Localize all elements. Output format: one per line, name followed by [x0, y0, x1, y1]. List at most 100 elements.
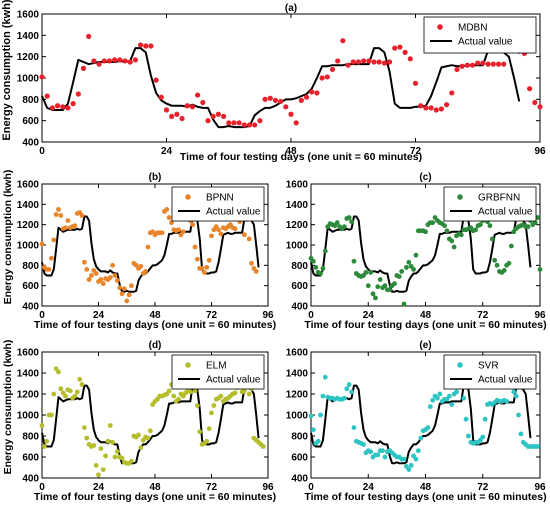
data-point-elm: [138, 445, 144, 450]
data-point-svr: [344, 386, 350, 392]
data-point-grbfnn: [411, 267, 416, 272]
data-point-mdbn: [54, 103, 61, 109]
data-point-mdbn: [527, 86, 533, 92]
data-point-mdbn: [319, 75, 325, 81]
data-point-mdbn: [532, 99, 538, 106]
data-point-mdbn: [220, 113, 227, 119]
data-point-bpnn: [53, 212, 59, 217]
data-point-mdbn: [340, 38, 346, 44]
data-point-elm: [242, 388, 247, 394]
data-point-bpnn: [84, 267, 90, 272]
data-point-bpnn: [246, 236, 252, 242]
data-point-mdbn: [366, 58, 372, 64]
data-point-mdbn: [495, 61, 502, 67]
data-point-mdbn: [288, 111, 294, 117]
data-point-mdbn: [65, 105, 71, 111]
data-point-svr: [310, 427, 316, 433]
y-tick-label: 800: [291, 261, 308, 272]
data-point-bpnn: [143, 269, 148, 274]
data-point-grbfnn: [487, 223, 493, 229]
data-point-svr: [401, 456, 407, 462]
data-point-mdbn: [485, 61, 491, 67]
data-point-bpnn: [124, 298, 130, 304]
chart-panel-b: (b) 400 600 800 1000 1200 1400 1600 0 24 48 72 96Tim…: [2, 170, 276, 331]
data-point-mdbn: [335, 58, 341, 64]
y-tick-label: 1200: [286, 390, 309, 401]
data-point-grbfnn: [396, 274, 402, 279]
data-point-elm: [107, 423, 113, 428]
data-point-bpnn: [107, 275, 113, 280]
data-point-grbfnn: [341, 224, 347, 230]
y-tick-label: 800: [22, 95, 39, 106]
data-point-mdbn: [195, 92, 201, 98]
data-point-bpnn: [202, 270, 207, 275]
data-point-grbfnn: [310, 258, 316, 264]
data-point-mdbn: [262, 96, 268, 102]
data-point-mdbn: [267, 95, 273, 101]
data-point-bpnn: [114, 278, 120, 283]
data-point-bpnn: [58, 213, 64, 218]
y-tick-label: 1600: [17, 10, 40, 21]
data-point-bpnn: [117, 285, 123, 291]
y-tick-label: 1000: [17, 241, 40, 252]
data-point-bpnn: [81, 259, 87, 265]
data-point-grbfnn: [346, 215, 352, 220]
data-point-bpnn: [199, 265, 205, 271]
chart-panel-e: (e) 400 600 800 1000 1200 1400 1600 0 24 48 72 96Tim…: [286, 340, 547, 503]
data-point-elm: [209, 410, 214, 416]
data-point-grbfnn: [473, 227, 478, 233]
legend-box: [171, 354, 265, 390]
y-tick-label: 400: [291, 474, 308, 485]
data-point-bpnn: [249, 260, 254, 266]
data-point-mdbn: [184, 103, 190, 109]
data-point-bpnn: [93, 271, 99, 276]
data-point-bpnn: [209, 233, 214, 239]
data-point-bpnn: [242, 232, 247, 238]
data-point-mdbn: [60, 104, 66, 110]
data-point-mdbn: [418, 103, 424, 109]
data-point-elm: [197, 429, 203, 435]
data-point-svr: [430, 397, 436, 403]
chart-panel-c: (c) 400 600 800 1000 1200 1400 1600 0 24 48 72 96Tim…: [286, 172, 547, 331]
data-point-mdbn: [80, 65, 87, 71]
x-tick-label: 96: [534, 310, 546, 321]
data-point-bpnn: [112, 273, 118, 278]
data-point-mdbn: [226, 120, 232, 126]
data-point-mdbn: [324, 74, 330, 80]
data-point-elm: [67, 388, 73, 394]
data-point-elm: [166, 388, 172, 394]
data-point-mdbn: [329, 66, 336, 73]
data-point-svr: [361, 442, 366, 447]
data-point-grbfnn: [492, 257, 498, 263]
data-point-svr: [413, 456, 419, 462]
data-point-grbfnn: [444, 228, 450, 234]
data-point-grbfnn: [449, 238, 455, 244]
data-point-elm: [147, 428, 153, 434]
panel-title: (b): [149, 172, 162, 183]
data-point-grbfnn: [404, 264, 409, 270]
data-point-elm: [77, 376, 83, 382]
legend-box: [423, 16, 537, 54]
data-point-svr: [482, 416, 488, 422]
data-point-bpnn: [65, 218, 71, 224]
data-point-svr: [380, 448, 385, 454]
data-point-svr: [461, 395, 467, 401]
data-point-bpnn: [190, 222, 196, 228]
data-point-svr: [308, 413, 314, 419]
data-point-bpnn: [159, 230, 165, 236]
y-tick-label: 600: [291, 453, 308, 464]
data-point-grbfnn: [477, 222, 483, 228]
data-point-grbfnn: [377, 277, 383, 282]
data-point-bpnn: [166, 215, 172, 220]
data-point-mdbn: [454, 66, 460, 73]
data-point-bpnn: [129, 283, 134, 289]
data-point-elm: [96, 472, 101, 478]
data-point-mdbn: [350, 59, 356, 65]
data-point-mdbn: [464, 62, 470, 68]
data-point-bpnn: [86, 277, 92, 282]
data-point-mdbn: [397, 44, 403, 50]
data-point-grbfnn: [318, 271, 323, 276]
data-point-bpnn: [232, 226, 238, 232]
data-point-grbfnn: [401, 301, 407, 307]
data-point-elm: [105, 438, 111, 444]
